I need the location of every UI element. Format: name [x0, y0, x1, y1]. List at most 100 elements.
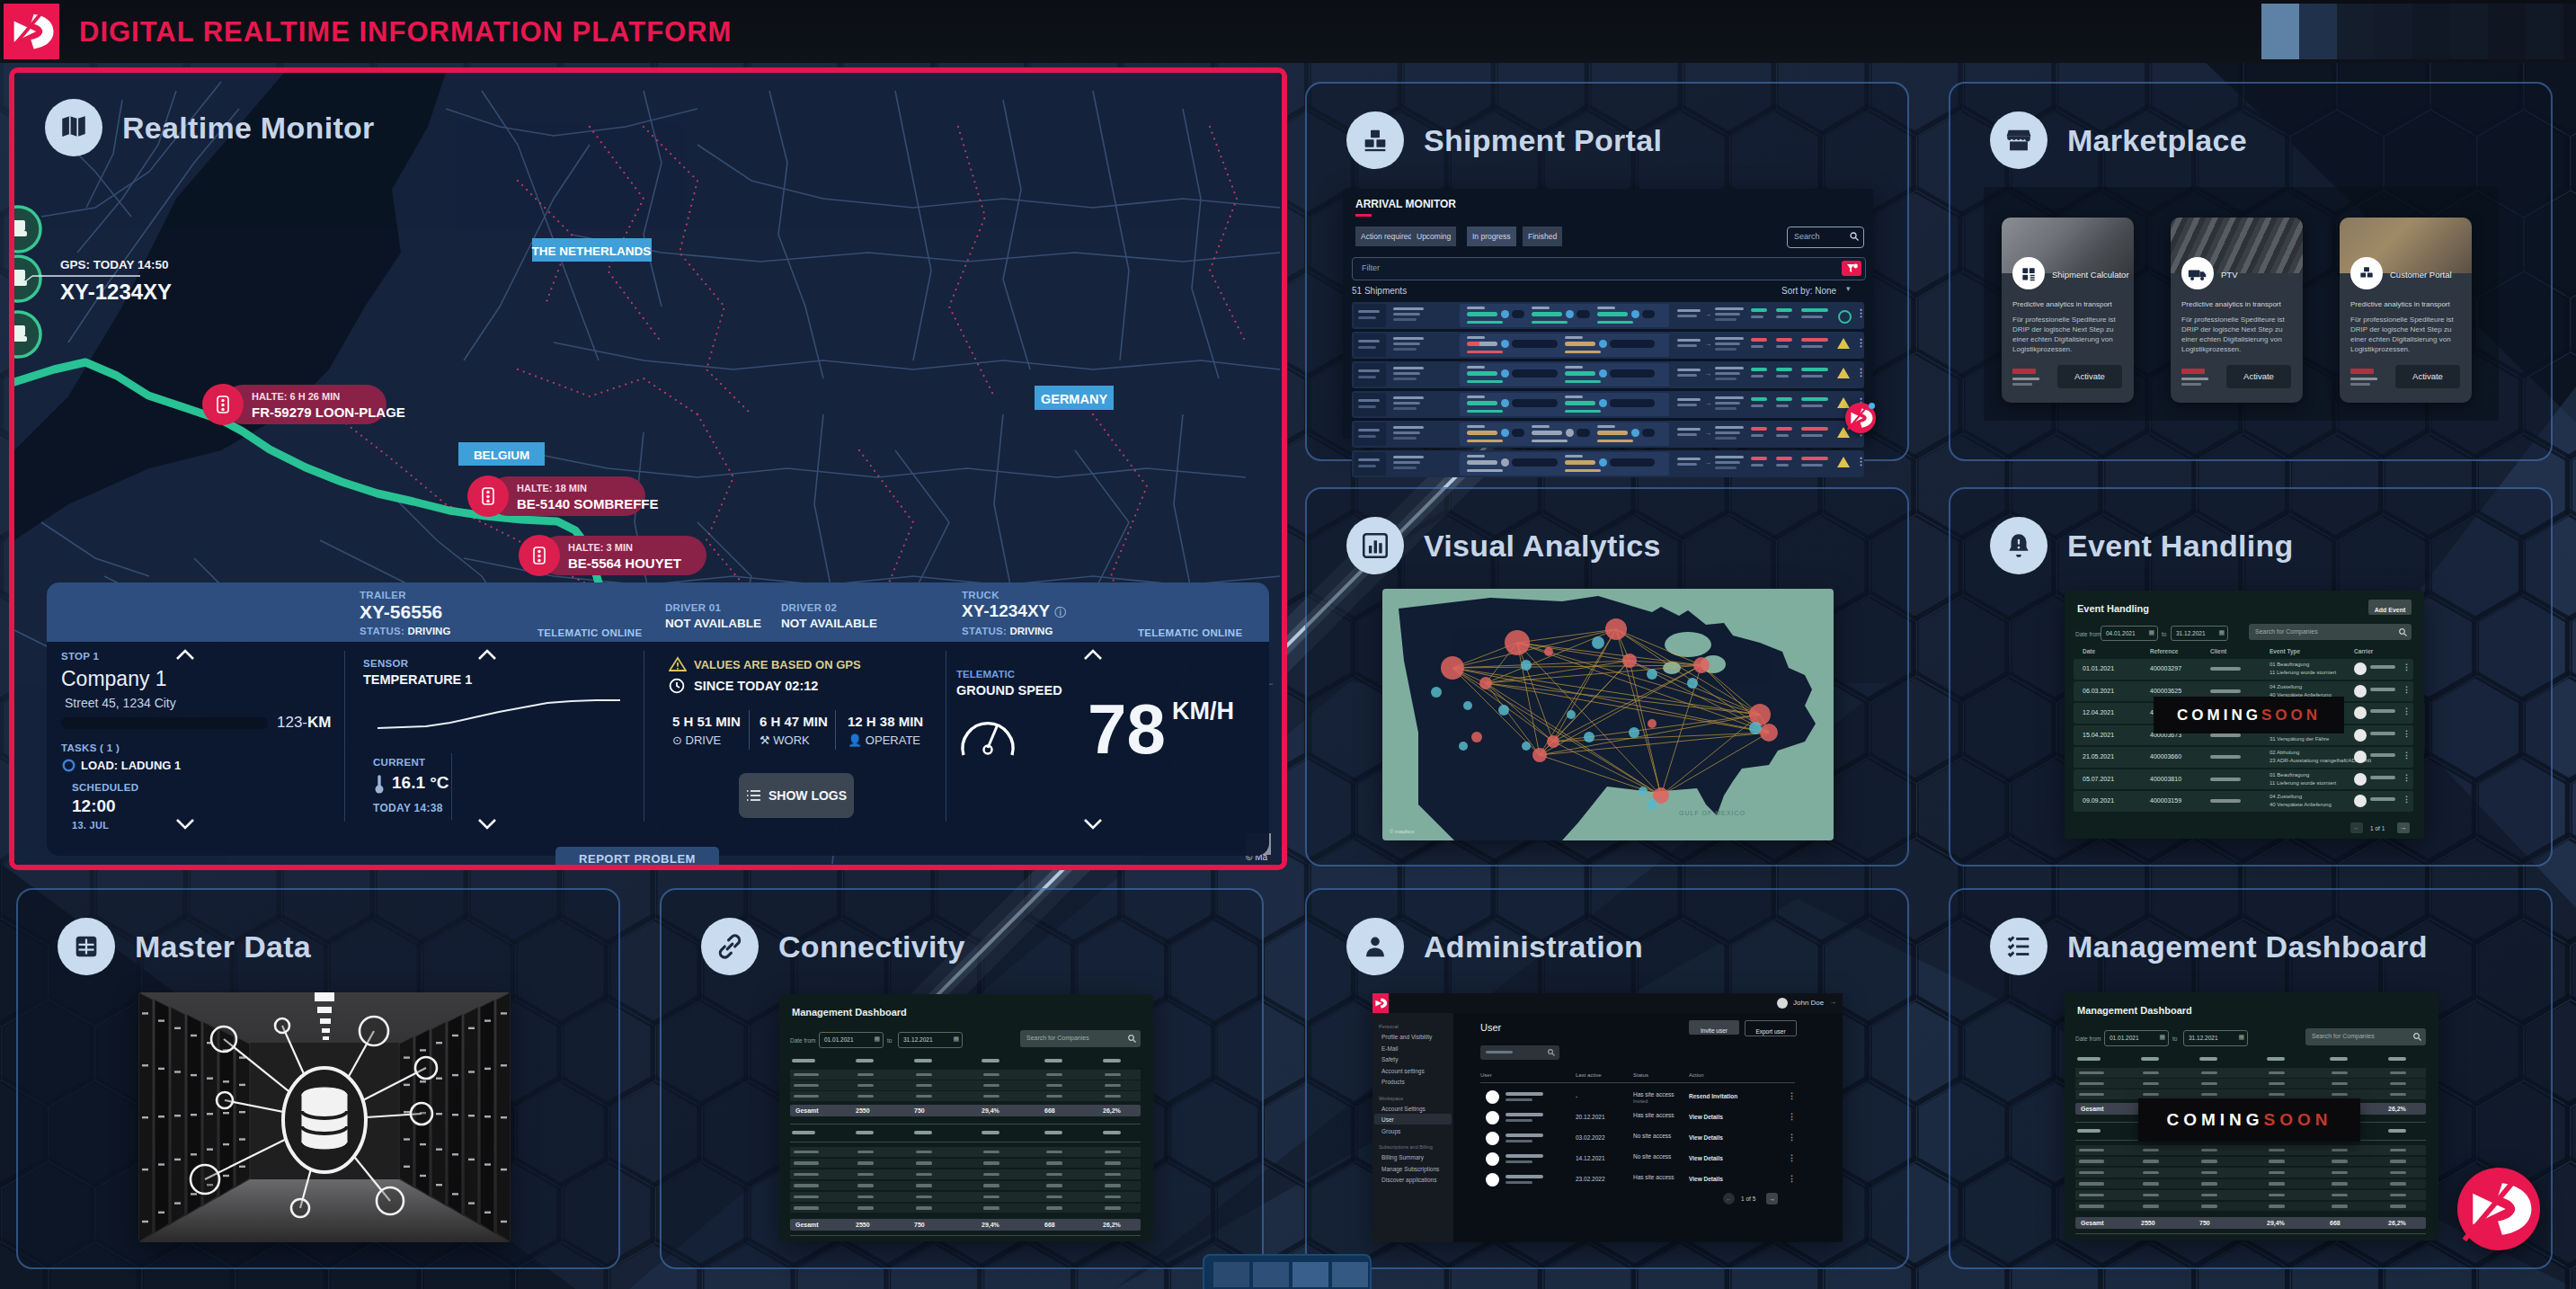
- date-to-input[interactable]: 31.12.2021 ▦: [2171, 626, 2228, 641]
- app-logo[interactable]: [4, 4, 59, 59]
- sidebar-item[interactable]: Account settings: [1381, 1068, 1425, 1074]
- marketplace-card[interactable]: PTV Predictive analytics in transport Fü…: [2171, 218, 2303, 403]
- halt-marker-3[interactable]: HALTE: 3 MIN BE-5564 HOUYET: [519, 535, 706, 576]
- row-menu-icon[interactable]: ⋮: [1788, 1133, 1796, 1142]
- sidebar-item[interactable]: Discover applications: [1381, 1177, 1436, 1183]
- sensor-expand-chevron[interactable]: [476, 818, 498, 830]
- stop-collapse-chevron[interactable]: [174, 649, 196, 661]
- shipment-tab[interactable]: In progress: [1467, 227, 1516, 246]
- shipment-search-box[interactable]: Search: [1787, 227, 1864, 248]
- mgmt-search-input[interactable]: Search for Companies: [1020, 1030, 1141, 1047]
- tile-marketplace[interactable]: Marketplace Shipment Calculator Predicti…: [1949, 82, 2553, 461]
- sidebar-item[interactable]: Safety: [1381, 1056, 1398, 1062]
- row-menu-icon[interactable]: ⋮: [1788, 1091, 1796, 1100]
- sort-caret-icon[interactable]: ▾: [1846, 284, 1851, 293]
- row-menu-icon[interactable]: ⋮: [1788, 1112, 1796, 1121]
- show-logs-button[interactable]: SHOW LOGS: [739, 773, 854, 818]
- shipment-tab[interactable]: Action required: [1355, 227, 1417, 246]
- main-fab-button[interactable]: [2457, 1168, 2540, 1250]
- sort-by[interactable]: Sort by: None: [1781, 286, 1836, 296]
- sidebar-item[interactable]: Profile and Visibility: [1381, 1034, 1432, 1040]
- event-row[interactable]: 05.07.2021 400003810 01 Beauftragung 11 …: [2074, 769, 2413, 790]
- shipment-row[interactable]: → ⋮: [1352, 302, 1864, 329]
- column-header: Status: [1633, 1072, 1648, 1078]
- event-row[interactable]: 21.05.2021 400003660 02 Abholung 23 ADR-…: [2074, 747, 2413, 768]
- row-menu-icon[interactable]: ⋮: [1856, 307, 1866, 319]
- report-problem-button[interactable]: REPORT PROBLEM: [555, 847, 719, 865]
- row-menu-icon[interactable]: ⋮: [2403, 729, 2411, 738]
- row-menu-icon[interactable]: ⋮: [2403, 795, 2411, 804]
- halt-marker-1[interactable]: HALTE: 6 H 26 MIN FR-59279 LOON-PLAGE: [202, 384, 405, 425]
- shipment-row[interactable]: → ⋮: [1352, 361, 1864, 388]
- activate-button[interactable]: Activate: [2226, 365, 2291, 388]
- shipment-fab[interactable]: [1845, 403, 1876, 433]
- mgmt-search-input[interactable]: Search for Companies: [2305, 1028, 2426, 1045]
- prev-page-button[interactable]: ←: [2350, 822, 2363, 833]
- date-from-input[interactable]: 01.01.2021 ▦: [819, 1032, 884, 1048]
- admin-avatar[interactable]: [1777, 998, 1788, 1009]
- tile-connectivity[interactable]: Connectivity Management Dashboard Date f…: [660, 888, 1264, 1269]
- tile-master-data[interactable]: Master Data: [16, 888, 620, 1269]
- shipment-tab[interactable]: Upcoming: [1411, 227, 1456, 246]
- next-page-button[interactable]: →: [2397, 822, 2410, 833]
- sidebar-item[interactable]: User: [1381, 1116, 1394, 1123]
- marketplace-card[interactable]: Customer Portal Predictive analytics in …: [2340, 218, 2472, 403]
- invite-user-button[interactable]: Invite user: [1689, 1020, 1739, 1035]
- telematic-expand-chevron[interactable]: [1082, 818, 1104, 830]
- prev-page-button[interactable]: ←: [1723, 1193, 1735, 1205]
- shipment-row[interactable]: → ⋮: [1352, 332, 1864, 359]
- sensor-collapse-chevron[interactable]: [476, 649, 498, 661]
- next-page-button[interactable]: →: [1766, 1193, 1778, 1205]
- event-row[interactable]: 09.09.2021 400003159 04 Zustellung 40 Ve…: [2074, 791, 2413, 812]
- sidebar-item[interactable]: Groups: [1381, 1128, 1400, 1134]
- halt-marker-2[interactable]: HALTE: 18 MIN BE-5140 SOMBREFFE: [467, 476, 659, 517]
- activate-button[interactable]: Activate: [2395, 365, 2460, 388]
- row-menu-icon[interactable]: ⋮: [2403, 707, 2411, 716]
- row-menu-icon[interactable]: ⋮: [2403, 685, 2411, 694]
- row-menu-icon[interactable]: ⋮: [1788, 1153, 1796, 1162]
- tile-event-handling[interactable]: Event Handling Event Handling Add Event …: [1949, 487, 2553, 867]
- date-from-input[interactable]: 04.01.2021 ▦: [2101, 626, 2158, 641]
- filter-icon[interactable]: [1842, 261, 1861, 276]
- tile-administration[interactable]: Administration John Doe → PersonalProfil…: [1305, 888, 1909, 1269]
- date-to-input[interactable]: 31.12.2021 ▦: [898, 1032, 963, 1048]
- row-menu-icon[interactable]: ⋮: [1856, 367, 1866, 378]
- route-stop-markers[interactable]: [14, 207, 40, 357]
- export-user-button[interactable]: Export user: [1745, 1020, 1797, 1036]
- row-menu-icon[interactable]: ⋮: [2403, 773, 2411, 782]
- tile-visual-analytics[interactable]: Visual Analytics GULF OF MEXICO © mapbox: [1305, 487, 1909, 867]
- shipment-row[interactable]: → ⋮: [1352, 391, 1864, 418]
- row-menu-icon[interactable]: ⋮: [1856, 456, 1866, 467]
- telematic-collapse-chevron[interactable]: [1082, 649, 1104, 661]
- shipment-row[interactable]: → ⋮: [1352, 421, 1864, 448]
- taskbar-dock[interactable]: [1203, 1254, 1372, 1289]
- row-menu-icon[interactable]: ⋮: [1856, 337, 1866, 349]
- shipment-tab[interactable]: Finished: [1523, 227, 1562, 246]
- sidebar-item[interactable]: Billing Summary: [1381, 1154, 1424, 1160]
- admin-search-input[interactable]: [1480, 1045, 1559, 1060]
- event-row[interactable]: 01.01.2021 400003297 01 Beauftragung 11 …: [2074, 659, 2413, 680]
- marketplace-card[interactable]: Shipment Calculator Predictive analytics…: [2002, 218, 2134, 403]
- date-from-input[interactable]: 01.01.2021 ▦: [2104, 1030, 2169, 1046]
- sidebar-item[interactable]: Manage Subscriptions: [1381, 1166, 1439, 1172]
- dock-item[interactable]: [1332, 1262, 1368, 1287]
- tile-realtime-monitor[interactable]: GPS: TODAY 14:50 XY-1234XY THE NETHERLAN…: [9, 67, 1287, 870]
- row-menu-icon[interactable]: ⋮: [2403, 662, 2411, 671]
- sidebar-item[interactable]: E-Mail: [1381, 1045, 1398, 1052]
- shipment-filter-bar[interactable]: Filter: [1352, 257, 1866, 280]
- dock-item[interactable]: [1213, 1262, 1249, 1287]
- add-event-button[interactable]: Add Event: [2368, 600, 2412, 615]
- logout-icon[interactable]: →: [1829, 998, 1836, 1006]
- activate-button[interactable]: Activate: [2057, 365, 2122, 388]
- sidebar-item[interactable]: Account Settings: [1381, 1106, 1426, 1112]
- stop-expand-chevron[interactable]: [174, 818, 196, 830]
- row-menu-icon[interactable]: ⋮: [1788, 1174, 1796, 1183]
- shipment-row[interactable]: → ⋮: [1352, 450, 1864, 477]
- event-search-input[interactable]: Search for Companies: [2249, 624, 2412, 640]
- tile-shipment-portal[interactable]: Shipment Portal ARRIVAL MONITOR Action r…: [1305, 82, 1909, 461]
- row-menu-icon[interactable]: ⋮: [2403, 751, 2411, 760]
- sidebar-item[interactable]: Products: [1381, 1079, 1405, 1085]
- dock-item[interactable]: [1292, 1262, 1328, 1287]
- dock-item[interactable]: [1253, 1262, 1289, 1287]
- date-to-input[interactable]: 31.12.2021 ▦: [2183, 1030, 2248, 1046]
